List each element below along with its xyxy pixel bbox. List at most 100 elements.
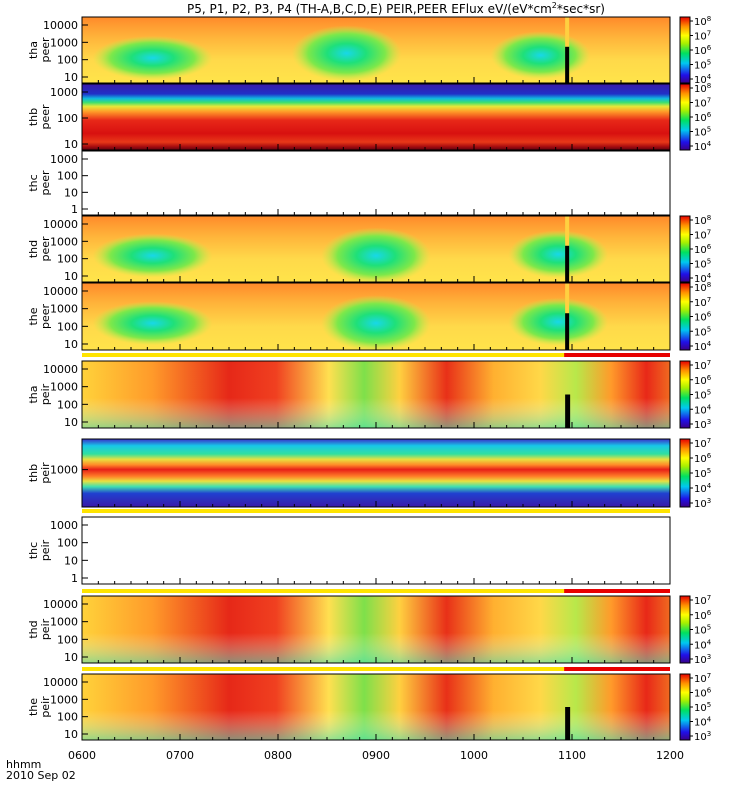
y-tick-label: 10 — [64, 651, 78, 664]
colorbar — [679, 595, 691, 664]
colorbar-tick-label: 108 — [694, 281, 711, 294]
y-tick-label: 1000 — [50, 86, 78, 99]
colorbar-tick-label: 106 — [694, 687, 712, 700]
panel-thd-peer — [81, 215, 693, 284]
colorbar-tick-label: 106 — [694, 243, 712, 256]
colorbar-tick-label: 103 — [694, 730, 711, 743]
y-axis-label-probe: thc — [27, 174, 40, 191]
colorbar — [679, 16, 691, 84]
data-gap-top — [565, 17, 570, 47]
y-tick-label: 10 — [64, 138, 78, 151]
flux-minimum-region — [92, 301, 213, 346]
colorbar-tick-label: 104 — [694, 482, 712, 495]
flux-minimum-region — [508, 297, 609, 346]
colorbar-tick-label: 104 — [694, 638, 712, 651]
y-tick-label: 1 — [71, 572, 78, 585]
colorbar-tick-label: 105 — [694, 389, 711, 402]
colorbar-tick-label: 104 — [694, 403, 712, 416]
flux-minimum-region — [321, 295, 431, 352]
y-tick-label: 10 — [64, 554, 78, 567]
y-axis-label-probe: tha — [27, 385, 40, 403]
heatmap-low-energy-overlay — [82, 674, 670, 740]
y-tick-label: 10 — [64, 338, 78, 351]
panel-thd-peir — [81, 595, 693, 664]
colorbar-tick-label: 104 — [694, 340, 712, 353]
mode-bar — [82, 509, 670, 513]
y-tick-label: 100 — [57, 170, 78, 183]
y-tick-label: 10 — [64, 186, 78, 199]
data-gap-bar — [565, 707, 571, 740]
panel-thc-peer — [81, 150, 671, 216]
colorbar-tick-label: 108 — [694, 82, 711, 95]
data-gap-bar — [565, 245, 570, 282]
colorbar-tick-label: 107 — [694, 296, 711, 309]
y-tick-label: 1 — [71, 203, 78, 216]
mode-bar — [82, 353, 670, 357]
y-axis-label-species: peir — [39, 383, 52, 405]
panel-thb-peir — [81, 438, 693, 508]
colorbar-tick-label: 106 — [694, 111, 712, 124]
colorbar-tick-label: 106 — [694, 609, 712, 622]
colorbar — [679, 282, 691, 351]
mode-bar — [82, 589, 670, 593]
panel-thb-peer — [81, 83, 693, 151]
colorbar — [679, 438, 691, 508]
y-axis-label-species: peir — [39, 696, 52, 718]
y-tick-label: 1000 — [50, 36, 78, 49]
y-tick-label: 10000 — [43, 285, 78, 298]
y-tick-label: 1000 — [50, 693, 78, 706]
y-tick-label: 1000 — [50, 303, 78, 316]
mode-bar — [82, 667, 670, 671]
y-tick-label: 100 — [57, 320, 78, 333]
panel-the-peer — [81, 282, 693, 352]
colorbar-tick-label: 106 — [694, 44, 712, 57]
colorbar-tick-label: 105 — [694, 325, 711, 338]
colorbar — [679, 83, 691, 151]
colorbar-tick-label: 104 — [694, 716, 712, 729]
colorbar-tick-label: 105 — [694, 59, 711, 72]
colorbar-tick-label: 105 — [694, 467, 711, 480]
x-tick-label: 1100 — [558, 749, 586, 762]
y-axis-label-probe: thd — [27, 620, 40, 638]
mode-bar-alt — [564, 589, 670, 593]
y-axis-label-species: peer — [39, 304, 52, 330]
y-tick-label: 10000 — [43, 218, 78, 231]
x-tick-label: 0600 — [68, 749, 96, 762]
y-tick-label: 100 — [57, 633, 78, 646]
y-axis-label-probe: the — [27, 307, 40, 325]
heatmap-background — [82, 439, 670, 507]
y-axis-label-probe: thc — [27, 542, 40, 559]
panel-tha-peer — [81, 16, 693, 84]
flux-minimum-region — [291, 25, 402, 82]
panel-the-peir — [81, 673, 693, 741]
colorbar-tick-label: 107 — [694, 359, 711, 372]
x-axis-label-hhmm: hhmm — [6, 758, 41, 771]
y-tick-label: 100 — [57, 253, 78, 266]
mode-bar-alt — [564, 353, 670, 357]
heatmap-low-energy-overlay — [82, 361, 670, 428]
colorbar-tick-label: 105 — [694, 258, 711, 271]
colorbar-tick-label: 106 — [694, 452, 712, 465]
x-tick-label: 0800 — [264, 749, 292, 762]
y-tick-label: 10000 — [43, 598, 78, 611]
colorbar-tick-label: 103 — [694, 418, 711, 431]
colorbar — [679, 215, 691, 283]
colorbar-tick-label: 107 — [694, 437, 711, 450]
panel-frame — [81, 516, 671, 585]
x-axis: 0600 0700 0800 0900 1000 1100 1200 — [68, 749, 684, 762]
colorbar-tick-label: 107 — [694, 229, 711, 242]
panel-frame — [81, 150, 671, 216]
y-axis-label-probe: the — [27, 698, 40, 716]
colorbar-tick-label: 107 — [694, 672, 711, 685]
y-tick-label: 10000 — [43, 19, 78, 32]
data-gap-bar — [565, 394, 571, 428]
heatmap-low-energy-overlay — [82, 596, 670, 663]
mode-bar-alt — [564, 667, 670, 671]
data-gap-bar — [565, 46, 570, 83]
colorbar-tick-label: 104 — [694, 272, 712, 285]
colorbar-tick-label: 105 — [694, 624, 711, 637]
y-tick-label: 1000 — [50, 381, 78, 394]
y-tick-label: 100 — [57, 54, 78, 67]
